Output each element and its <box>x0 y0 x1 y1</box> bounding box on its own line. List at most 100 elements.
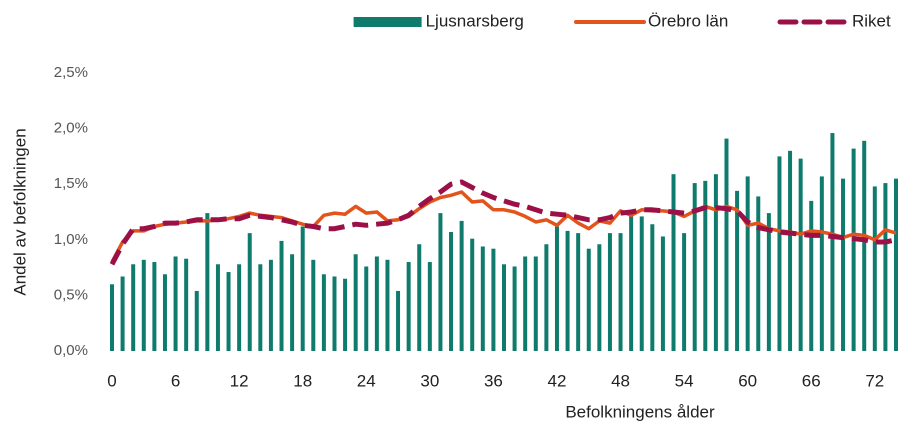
bar <box>374 256 379 351</box>
bar <box>205 213 210 351</box>
bar <box>777 156 782 351</box>
x-tick-label: 36 <box>484 371 503 390</box>
bar <box>830 133 835 351</box>
bar <box>883 183 888 351</box>
bar <box>703 180 708 351</box>
bar <box>343 278 348 351</box>
bar <box>353 254 358 351</box>
x-axis-label: Befolkningens ålder <box>565 402 715 421</box>
bar <box>438 213 443 351</box>
bar <box>565 230 570 351</box>
x-tick-label: 6 <box>171 371 180 390</box>
x-tick-label: 18 <box>293 371 312 390</box>
bar <box>798 158 803 351</box>
bar <box>258 264 263 351</box>
bar <box>629 213 634 351</box>
bar <box>682 233 687 351</box>
bar <box>321 274 326 351</box>
y-tick-label: 0,5% <box>54 286 88 303</box>
x-tick-label: 66 <box>802 371 821 390</box>
bar <box>523 256 528 351</box>
bar <box>851 148 856 351</box>
bar <box>226 272 231 351</box>
y-axis-label: Andel av befolkningen <box>10 128 29 295</box>
bar <box>173 256 178 351</box>
x-tick-label: 42 <box>548 371 567 390</box>
bar <box>713 174 718 351</box>
bar <box>766 213 771 351</box>
bar <box>819 176 824 351</box>
bar <box>480 246 485 351</box>
bar <box>692 183 697 351</box>
bar <box>894 178 898 351</box>
legend-label: Riket <box>852 11 891 30</box>
y-tick-label: 2,5% <box>54 64 88 81</box>
x-tick-label: 72 <box>865 371 884 390</box>
bar <box>237 264 242 351</box>
bar <box>215 264 220 351</box>
bar <box>650 224 655 351</box>
bar <box>449 232 454 351</box>
y-tick-label: 2,0% <box>54 120 88 137</box>
bar <box>724 138 729 351</box>
bar <box>660 236 665 351</box>
x-tick-label: 54 <box>675 371 694 390</box>
x-tick-label: 24 <box>357 371 376 390</box>
bar <box>385 259 390 351</box>
bar <box>809 200 814 351</box>
bar <box>268 259 273 351</box>
bar <box>745 176 750 351</box>
bar <box>756 196 761 351</box>
bar <box>671 174 676 351</box>
bar <box>279 240 284 351</box>
bar <box>406 262 411 351</box>
legend-label: Örebro län <box>648 11 728 30</box>
bar <box>841 178 846 351</box>
bar <box>586 248 591 351</box>
bar <box>364 266 369 351</box>
bar <box>300 226 305 351</box>
bar <box>417 244 422 351</box>
y-tick-label: 1,0% <box>54 231 88 248</box>
x-tick-label: 48 <box>611 371 630 390</box>
bar <box>554 226 559 351</box>
bar <box>247 233 252 351</box>
bar <box>427 262 432 351</box>
bar <box>396 290 401 351</box>
bar <box>152 262 157 351</box>
bar <box>544 244 549 351</box>
bar <box>512 266 517 351</box>
bar <box>597 244 602 351</box>
bar <box>194 290 199 351</box>
bar <box>290 254 295 351</box>
bar <box>533 256 538 351</box>
bar <box>788 150 793 351</box>
bar <box>491 248 496 351</box>
bar <box>162 274 167 351</box>
bar <box>110 284 114 351</box>
bar <box>141 259 146 351</box>
y-tick-label: 0,0% <box>54 342 88 359</box>
bar <box>618 233 623 351</box>
bar <box>735 190 740 351</box>
legend-label: Ljusnarsberg <box>426 11 524 30</box>
bar <box>311 259 316 351</box>
legend-swatch <box>353 17 422 27</box>
bar <box>872 186 877 351</box>
bar <box>332 276 337 351</box>
line <box>109 179 897 266</box>
x-tick-label: 30 <box>420 371 439 390</box>
bar <box>120 276 125 351</box>
bar <box>639 216 644 351</box>
bar <box>459 220 464 351</box>
bar <box>576 233 581 351</box>
y-tick-label: 1,5% <box>54 175 88 192</box>
bar <box>184 258 189 351</box>
bar <box>607 233 612 351</box>
bar <box>131 264 136 351</box>
x-tick-label: 12 <box>230 371 249 390</box>
x-tick-label: 0 <box>107 371 116 390</box>
x-tick-label: 60 <box>738 371 757 390</box>
bar <box>470 238 475 351</box>
